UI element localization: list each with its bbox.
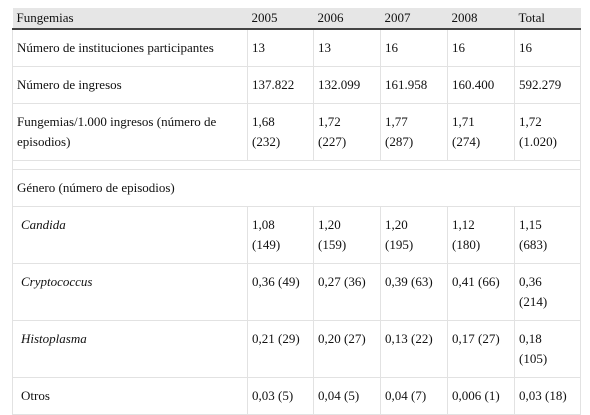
spacer-cell [12,160,581,170]
table-row: Número de ingresos 137.822 132.099 161.958 1… [12,66,581,104]
cell: 160.400 [447,66,515,104]
row-label: Otros [12,377,248,415]
cell: 0,27 (36) [313,263,381,321]
cell: 1,08 (149) [247,206,314,264]
table-row: Número de instituciones participantes 13 1… [12,28,581,67]
cell: 0,03 (5) [247,377,314,415]
header-cell: Total [514,8,581,30]
cell: 0,04 (5) [313,377,381,415]
header-cell: 2008 [447,8,515,30]
cell: 0,36 (214) [514,263,581,321]
cell: 592.279 [514,66,581,104]
table-row: Cryptococcus 0,36 (49) 0,27 (36) 0,39 (63) 0… [12,263,581,321]
cell: 13 [313,28,381,67]
data-table: Fungemias 2005 2006 2007 2008 Total Número de… [12,8,581,415]
table-row: Fungemias/1.000 ingresos (número de epis… [12,103,581,161]
cell: 0,04 (7) [380,377,448,415]
header-cell: 2006 [313,8,381,30]
row-label: Histoplasma [12,320,248,378]
table-row: Candida 1,08 (149) 1,20 (159) 1,20 (195) 1,1… [12,206,581,264]
table-row: Otros 0,03 (5) 0,04 (5) 0,04 (7) 0,006 (1) 0,… [12,377,581,415]
cell: 1,15 (683) [514,206,581,264]
header-cell: 2005 [247,8,314,30]
section-label: Género (número de episodios) [12,169,581,207]
table-row: Histoplasma 0,21 (29) 0,20 (27) 0,13 (22) 0,… [12,320,581,378]
header-cell: Fungemias [12,8,248,30]
row-label: Número de instituciones participantes [12,28,248,67]
row-label: Número de ingresos [12,66,248,104]
cell: 0,006 (1) [447,377,515,415]
cell: 137.822 [247,66,314,104]
cell: 0,17 (27) [447,320,515,378]
cell: 0,18 (105) [514,320,581,378]
cell: 0,13 (22) [380,320,448,378]
cell: 1,71 (274) [447,103,515,161]
cell: 0,21 (29) [247,320,314,378]
cell: 0,20 (27) [313,320,381,378]
cell: 16 [447,28,515,67]
section-row: Género (número de episodios) [12,169,581,207]
cell: 1,68 (232) [247,103,314,161]
header-row: Fungemias 2005 2006 2007 2008 Total [12,8,581,30]
cell: 1,72 (1.020) [514,103,581,161]
cell: 1,20 (195) [380,206,448,264]
header-cell: 2007 [380,8,448,30]
row-label: Fungemias/1.000 ingresos (número de epis… [12,103,248,161]
cell: 13 [247,28,314,67]
cell: 1,20 (159) [313,206,381,264]
spacer-row [12,160,581,170]
cell: 0,36 (49) [247,263,314,321]
cell: 0,41 (66) [447,263,515,321]
row-label: Cryptococcus [12,263,248,321]
cell: 0,03 (18) [514,377,581,415]
cell: 16 [514,28,581,67]
row-label: Candida [12,206,248,264]
cell: 132.099 [313,66,381,104]
cell: 16 [380,28,448,67]
cell: 1,77 (287) [380,103,448,161]
cell: 161.958 [380,66,448,104]
cell: 1,12 (180) [447,206,515,264]
cell: 1,72 (227) [313,103,381,161]
cell: 0,39 (63) [380,263,448,321]
